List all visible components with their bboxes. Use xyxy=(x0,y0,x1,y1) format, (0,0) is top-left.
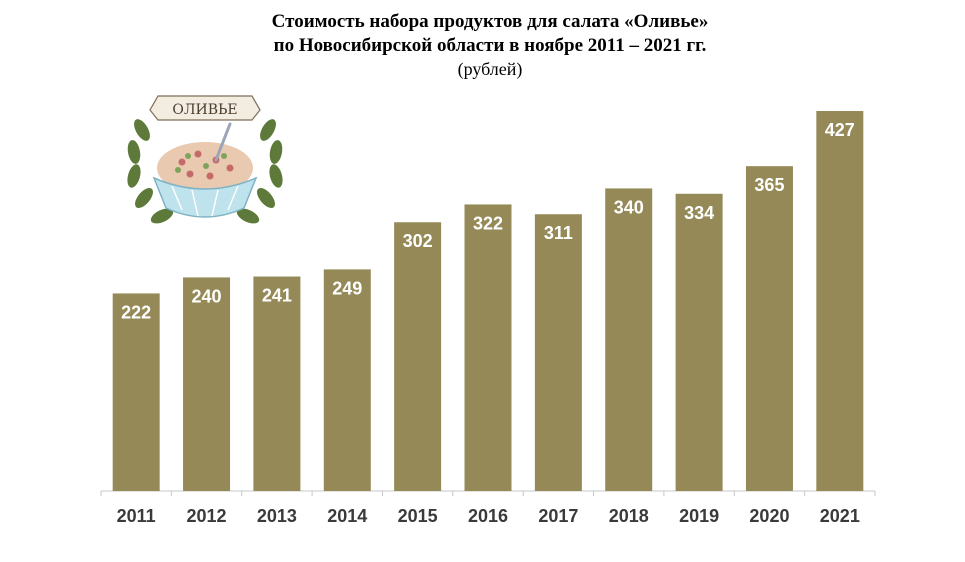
data-label-2016: 322 xyxy=(473,213,503,233)
chart-title-block: Стоимость набора продуктов для салата «О… xyxy=(0,10,965,80)
data-label-2019: 334 xyxy=(684,203,714,223)
x-tick-label-2016: 2016 xyxy=(468,506,508,526)
x-tick-label-2015: 2015 xyxy=(398,506,438,526)
chart-unit-subtitle: (рублей) xyxy=(457,59,523,79)
x-tick-label-2021: 2021 xyxy=(820,506,860,526)
x-tick-label-2018: 2018 xyxy=(609,506,649,526)
bar-2014 xyxy=(323,269,371,491)
data-label-2014: 249 xyxy=(332,278,362,298)
data-label-2013: 241 xyxy=(262,286,292,306)
x-tick-label-2014: 2014 xyxy=(327,506,367,526)
data-label-2020: 365 xyxy=(754,175,784,195)
bar-2012 xyxy=(183,277,231,491)
data-label-2011: 222 xyxy=(121,302,151,322)
bar-2019 xyxy=(675,193,723,491)
data-label-2015: 302 xyxy=(403,231,433,251)
bar-2011 xyxy=(112,293,160,491)
logo-text: ОЛИВЬЕ xyxy=(172,102,237,118)
chart-title-line-1: Стоимость набора продуктов для салата «О… xyxy=(271,11,709,32)
data-label-2017: 311 xyxy=(544,223,573,243)
bar-2016 xyxy=(464,204,512,491)
bar-2018 xyxy=(605,188,653,491)
bar-2015 xyxy=(394,222,442,491)
x-tick-label-2012: 2012 xyxy=(187,506,227,526)
x-tick-label-2011: 2011 xyxy=(117,506,156,526)
data-label-2021: 427 xyxy=(825,120,855,140)
x-tick-label-2019: 2019 xyxy=(679,506,719,526)
x-tick-label-2017: 2017 xyxy=(538,506,578,526)
data-label-2018: 340 xyxy=(614,197,644,217)
olivier-logo-icon: ОЛИВЬЕ xyxy=(127,95,283,224)
bar-2017 xyxy=(534,214,582,491)
x-tick-label-2020: 2020 xyxy=(749,506,789,526)
data-label-2012: 240 xyxy=(192,286,222,306)
bar-2020 xyxy=(745,166,793,491)
x-tick-label-2013: 2013 xyxy=(257,506,297,526)
bar-2013 xyxy=(253,276,301,491)
chart-title-line-2: по Новосибирской области в ноябре 2011 –… xyxy=(273,35,707,56)
bar-2021 xyxy=(816,111,864,491)
